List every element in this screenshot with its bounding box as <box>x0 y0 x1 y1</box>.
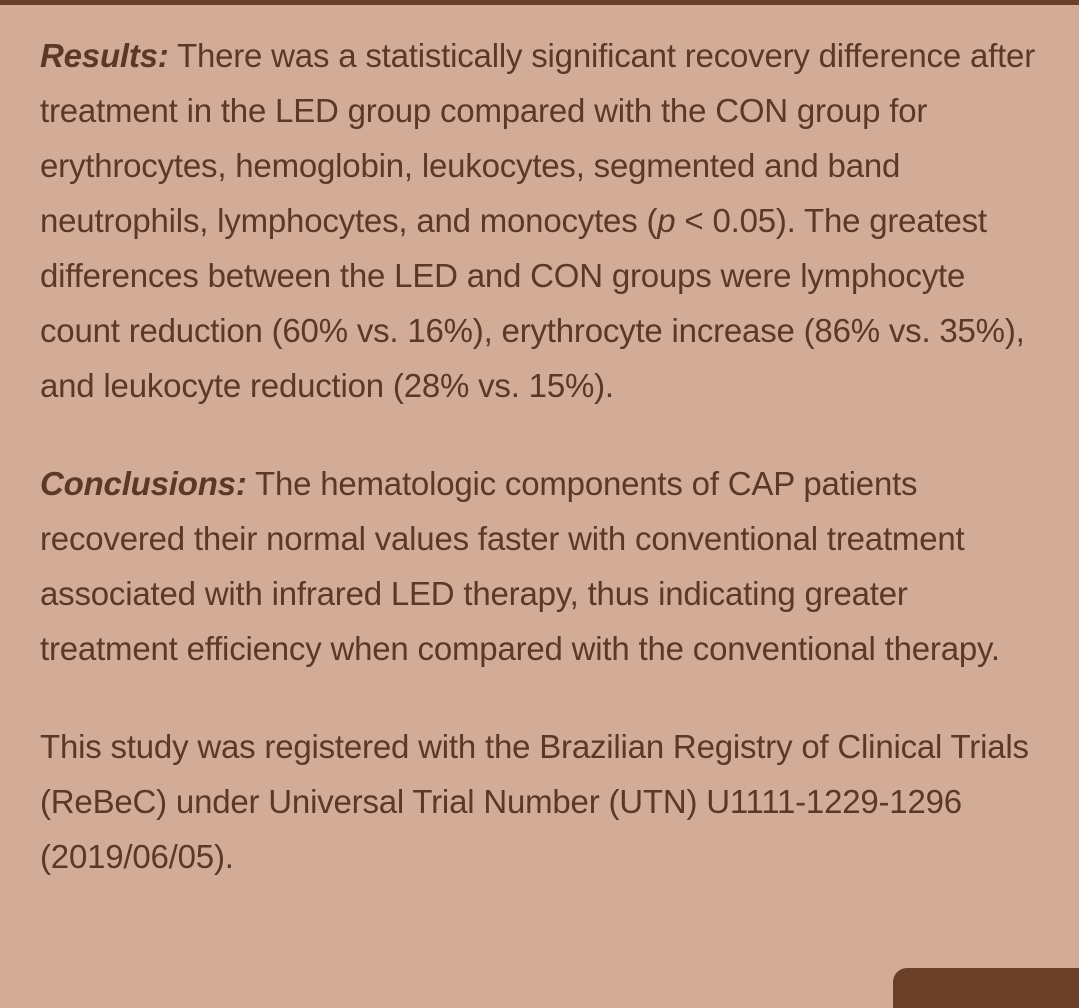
conclusions-text: The hematologic components of CAP patien… <box>40 465 1000 667</box>
bottom-action-tab[interactable] <box>893 968 1079 1008</box>
results-text-part-2: < 0.05). The greatest differences betwee… <box>40 202 1025 404</box>
results-heading: Results: <box>40 37 169 74</box>
registration-paragraph: This study was registered with the Brazi… <box>40 719 1040 884</box>
abstract-content: Results: There was a statistically signi… <box>40 28 1040 884</box>
results-text-part-1: There was a statistically significant re… <box>40 37 1035 239</box>
results-paragraph: Results: There was a statistically signi… <box>40 28 1040 413</box>
registration-text: This study was registered with the Brazi… <box>40 728 1029 875</box>
conclusions-paragraph: Conclusions: The hematologic components … <box>40 456 1040 676</box>
p-value-symbol: p <box>657 202 676 239</box>
top-divider-bar <box>0 0 1079 5</box>
conclusions-heading: Conclusions: <box>40 465 247 502</box>
